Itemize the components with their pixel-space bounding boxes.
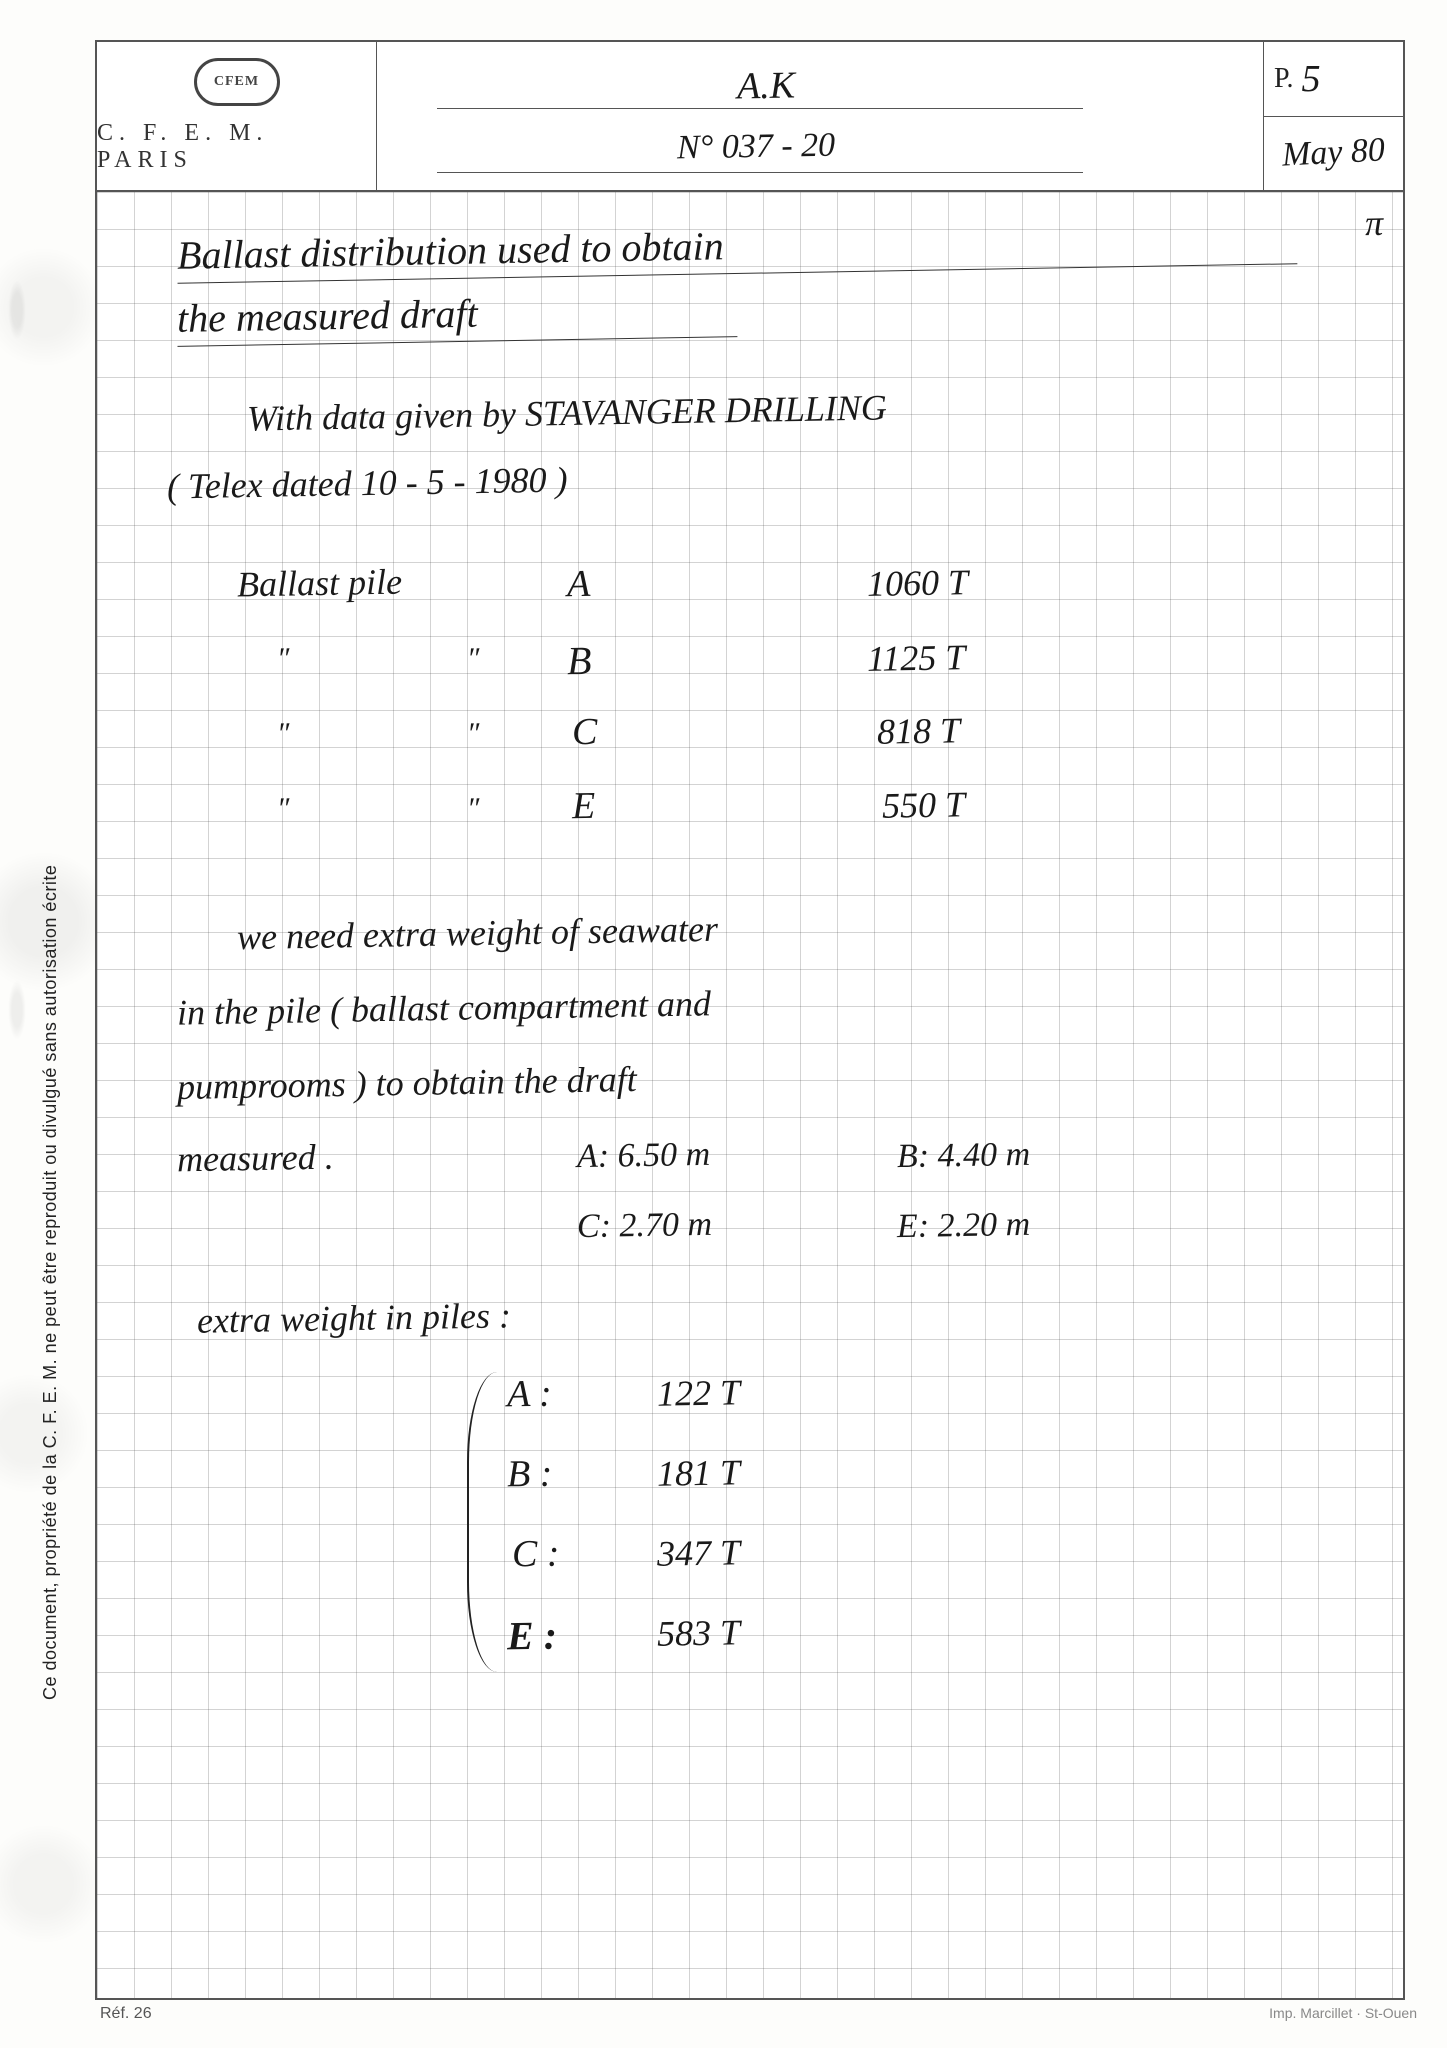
pile-val: 347 T [657,1531,741,1574]
title-block: CFEM C. F. E. M. PARIS A.K N° 037 - 20 P… [97,42,1403,192]
corner-mark: π [1365,202,1384,244]
body-text: ( Telex dated 10 - 5 - 1980 ) [167,459,568,508]
ballast-label: Ballast pile [237,561,403,606]
ditto-mark: ″ [467,717,480,751]
pile-id: C : [512,1532,560,1577]
ditto-mark: ″ [467,642,480,676]
pile-id: B [567,637,592,684]
page-prefix: P. [1274,63,1293,95]
extra-label: extra weight in piles : [197,1294,512,1341]
draft-b: B: 4.40 m [897,1136,1031,1176]
punch-hole [8,980,26,1040]
body-text: measured . [177,1136,334,1181]
draft-c: C: 2.70 m [577,1206,713,1246]
title-line-2: the measured draft [177,285,738,347]
org-name: C. F. E. M. PARIS [97,120,376,174]
pile-id: E : [507,1612,558,1660]
pile-val: 1125 T [867,636,966,680]
cfem-logo: CFEM [194,58,280,106]
ditto-mark: ″ [277,792,290,826]
doc-date: May 80 [1281,132,1386,175]
footer-printer: Imp. Marcillet · St-Ouen [1269,2005,1417,2021]
title-block-right: P. 5 May 80 [1263,42,1403,190]
footer-ref: Réf. 26 [100,2005,152,2023]
body-text: we need extra weight of seawater [237,908,719,958]
pile-id: B : [507,1452,553,1497]
punch-hole [8,280,26,340]
pile-id: A [567,562,591,606]
pile-val: 818 T [877,709,961,752]
pile-val: 1060 T [867,561,969,605]
author-initials: A.K [737,63,796,108]
brace-icon [467,1372,497,1672]
pile-val: 122 T [657,1371,741,1414]
pile-val: 550 T [882,783,966,826]
date-cell: May 80 [1264,117,1403,191]
ditto-mark: ″ [467,792,480,826]
body-text: pumprooms ) to obtain the draft [177,1058,637,1108]
draft-e: E: 2.20 m [897,1206,1031,1246]
pile-val: 583 T [657,1611,741,1654]
doc-ref: N° 037 - 20 [677,127,836,168]
engineering-sheet: CFEM C. F. E. M. PARIS A.K N° 037 - 20 P… [95,40,1405,2000]
title-block-left: CFEM C. F. E. M. PARIS [97,42,377,190]
title-block-mid: A.K N° 037 - 20 [377,42,1263,190]
ditto-mark: ″ [277,717,290,751]
pile-id: E [572,784,596,828]
page-cell: P. 5 [1264,42,1403,117]
pile-val: 181 T [657,1451,741,1494]
page-number: 5 [1301,57,1320,101]
pile-id: A : [507,1372,552,1417]
ditto-mark: ″ [277,642,290,676]
draft-a: A: 6.50 m [577,1136,711,1176]
copyright-side-text: Ce document, propriété de la C. F. E. M.… [40,865,61,1700]
pile-id: C [572,710,598,754]
